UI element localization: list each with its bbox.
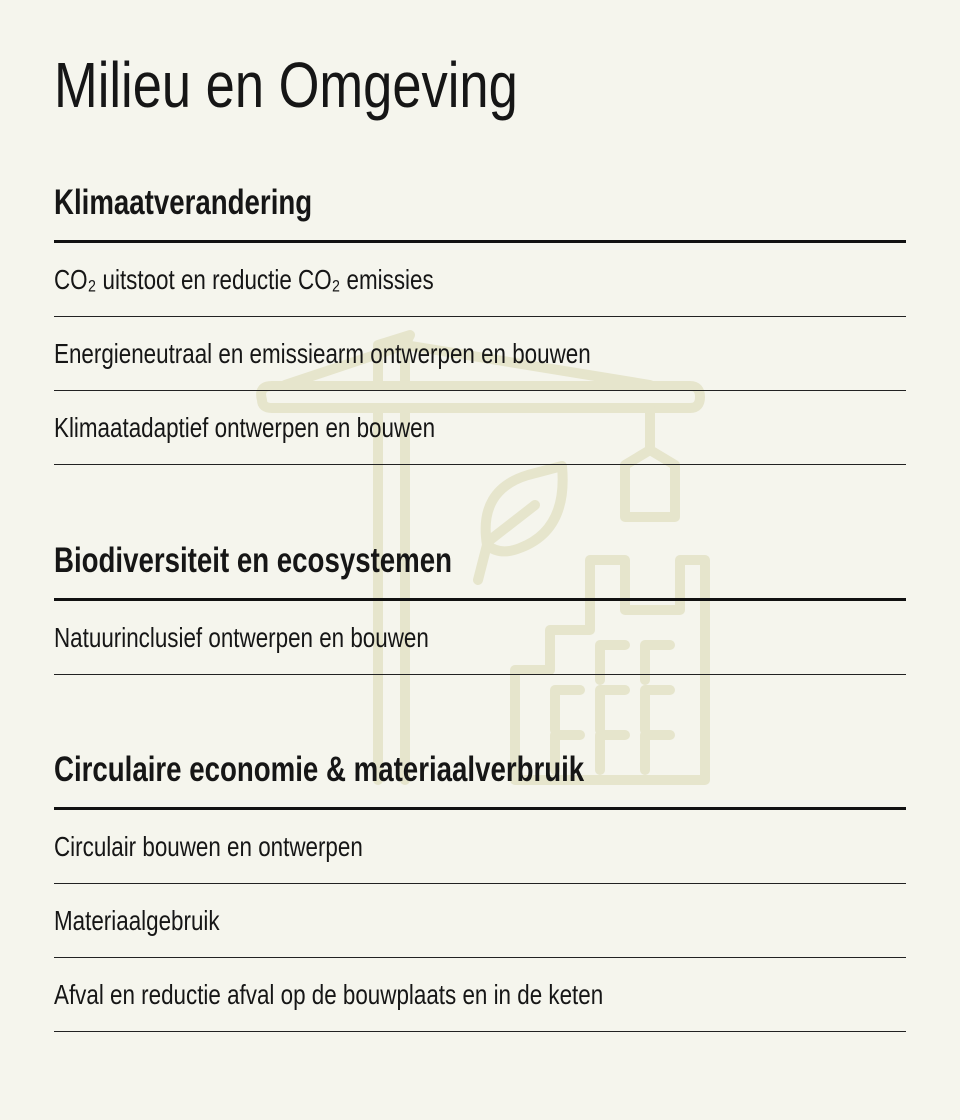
list-item[interactable]: Materiaalgebruik <box>54 884 906 958</box>
list-item[interactable]: CO₂ uitstoot en reductie CO₂ emissies <box>54 243 906 317</box>
list-item[interactable]: Afval en reductie afval op de bouwplaats… <box>54 958 906 1032</box>
section-heading-biodiversiteit: Biodiversiteit en ecosystemen <box>54 541 453 580</box>
list-item[interactable]: Klimaatadaptief ontwerpen en bouwen <box>54 391 906 465</box>
page-title: Milieu en Omgeving <box>54 49 518 121</box>
section-divider <box>54 598 906 601</box>
list-item[interactable]: Energieneutraal en emissiearm ontwerpen … <box>54 317 906 391</box>
section-divider <box>54 240 906 243</box>
list-item[interactable]: Circulair bouwen en ontwerpen <box>54 810 906 884</box>
list-item[interactable]: Natuurinclusief ontwerpen en bouwen <box>54 601 906 675</box>
section-heading-circulaire-economie: Circulaire economie & materiaalverbruik <box>54 750 585 789</box>
section-heading-klimaatverandering: Klimaatverandering <box>54 183 313 222</box>
section-divider <box>54 807 906 810</box>
